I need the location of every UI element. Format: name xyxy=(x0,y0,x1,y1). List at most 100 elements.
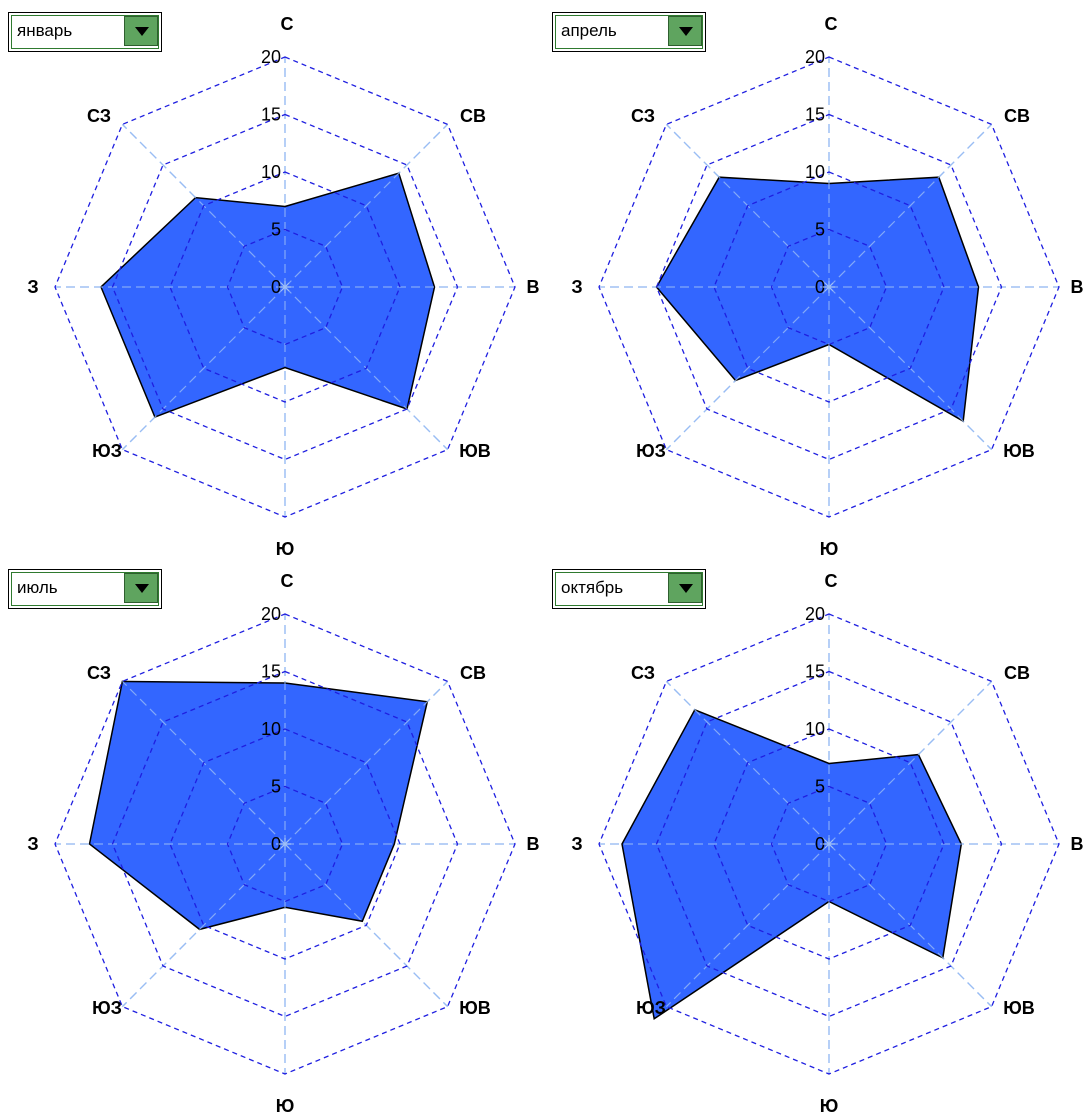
direction-label-se: ЮВ xyxy=(1003,441,1035,461)
direction-label-e: В xyxy=(527,277,540,297)
direction-label-w: З xyxy=(27,834,38,854)
grid-ring-5 xyxy=(226,228,344,346)
grid-ring-20 xyxy=(598,613,1060,1075)
dropdown-frame xyxy=(11,15,159,49)
dropdown-frame xyxy=(11,572,159,606)
direction-label-sw: ЮЗ xyxy=(636,441,666,461)
grid-ring-20 xyxy=(598,56,1060,518)
direction-label-e: В xyxy=(1071,834,1084,854)
tick-label-5: 5 xyxy=(271,220,281,240)
data-area xyxy=(88,680,429,931)
direction-label-ne: СВ xyxy=(1004,106,1030,126)
direction-label-sw: ЮЗ xyxy=(92,998,122,1018)
data-area xyxy=(100,172,436,419)
radar-panel-october: октябрь 0 5 10 15 20 С СВ В ЮВ Ю ЮЗ З СЗ xyxy=(544,557,1088,1114)
tick-label-15: 15 xyxy=(805,105,825,125)
direction-label-s: Ю xyxy=(276,539,295,557)
radar-panel-april: апрель 0 5 10 15 20 С СВ В ЮВ Ю ЮЗ З СЗ xyxy=(544,0,1088,557)
grid-ring-10 xyxy=(169,728,401,960)
direction-label-nw: СЗ xyxy=(631,106,655,126)
month-dropdown[interactable]: октябрь xyxy=(552,569,706,609)
direction-label-n: С xyxy=(825,571,838,591)
spoke-overlay-sw xyxy=(121,286,286,451)
direction-label-ne: СВ xyxy=(1004,663,1030,683)
tick-label-20: 20 xyxy=(805,47,825,67)
spoke-overlay-ne xyxy=(284,680,449,845)
month-dropdown-value: январь xyxy=(17,21,73,40)
tick-label-5: 5 xyxy=(271,777,281,797)
grid-ring-20 xyxy=(54,56,516,518)
chevron-down-icon[interactable] xyxy=(124,573,158,603)
spoke-overlay-sw xyxy=(121,843,286,1008)
direction-label-sw: ЮЗ xyxy=(92,441,122,461)
direction-label-se: ЮВ xyxy=(1003,998,1035,1018)
spoke-overlay-sw xyxy=(665,843,830,1008)
direction-label-n: С xyxy=(281,14,294,34)
direction-label-w: З xyxy=(571,277,582,297)
tick-label-10: 10 xyxy=(805,162,825,182)
tick-label-15: 15 xyxy=(805,662,825,682)
direction-label-nw: СЗ xyxy=(631,663,655,683)
tick-label-20: 20 xyxy=(805,604,825,624)
direction-label-nw: СЗ xyxy=(87,106,111,126)
spoke-overlay-ne xyxy=(828,680,993,845)
direction-label-s: Ю xyxy=(820,1096,839,1114)
tick-label-5: 5 xyxy=(815,777,825,797)
tick-label-0: 0 xyxy=(271,277,281,297)
direction-label-se: ЮВ xyxy=(459,998,491,1018)
tick-label-15: 15 xyxy=(261,662,281,682)
tick-label-20: 20 xyxy=(261,47,281,67)
direction-label-n: С xyxy=(825,14,838,34)
direction-label-e: В xyxy=(1071,277,1084,297)
dropdown-frame xyxy=(555,572,703,606)
grid-ring-10 xyxy=(713,171,945,403)
tick-label-10: 10 xyxy=(261,162,281,182)
radar-panel-july: июль 0 5 10 15 20 С СВ В ЮВ Ю ЮЗ З СЗ xyxy=(0,557,544,1114)
month-dropdown-value: октябрь xyxy=(561,578,624,597)
tick-label-0: 0 xyxy=(815,834,825,854)
tick-label-20: 20 xyxy=(261,604,281,624)
grid-ring-20 xyxy=(54,613,516,1075)
center-marker xyxy=(823,838,835,850)
radar-chart: 0 5 10 15 20С СВ В ЮВ Ю ЮЗ З СЗ xyxy=(27,571,540,1114)
direction-label-w: З xyxy=(27,277,38,297)
tick-label-15: 15 xyxy=(261,105,281,125)
radar-chart: 0 5 10 15 20С СВ В ЮВ Ю ЮЗ З СЗ xyxy=(571,14,1084,557)
direction-label-w: З xyxy=(571,834,582,854)
month-dropdown[interactable]: январь xyxy=(8,12,162,52)
grid-ring-5 xyxy=(226,785,344,903)
tick-label-0: 0 xyxy=(815,277,825,297)
grid-ring-5 xyxy=(770,785,888,903)
direction-label-e: В xyxy=(527,834,540,854)
chevron-down-icon[interactable] xyxy=(124,16,158,46)
dropdown-frame xyxy=(555,15,703,49)
direction-label-s: Ю xyxy=(276,1096,295,1114)
direction-label-ne: СВ xyxy=(460,663,486,683)
radar-chart: 0 5 10 15 20С СВ В ЮВ Ю ЮЗ З СЗ xyxy=(571,571,1084,1114)
center-marker xyxy=(279,281,291,293)
tick-label-5: 5 xyxy=(815,220,825,240)
month-dropdown[interactable]: апрель xyxy=(552,12,706,52)
chevron-down-icon[interactable] xyxy=(668,16,702,46)
spoke-overlay-ne xyxy=(828,123,993,288)
direction-label-nw: СЗ xyxy=(87,663,111,683)
radar-chart: 0 5 10 15 20С СВ В ЮВ Ю ЮЗ З СЗ xyxy=(27,14,540,557)
month-dropdown-value: апрель xyxy=(561,21,617,40)
direction-label-sw: ЮЗ xyxy=(636,998,666,1018)
grid-ring-10 xyxy=(713,728,945,960)
tick-label-10: 10 xyxy=(261,719,281,739)
center-marker xyxy=(823,281,835,293)
data-area xyxy=(621,708,963,1021)
spoke-overlay-ne xyxy=(284,123,449,288)
month-dropdown[interactable]: июль xyxy=(8,569,162,609)
chevron-down-icon[interactable] xyxy=(668,573,702,603)
tick-label-0: 0 xyxy=(271,834,281,854)
spoke-overlay-sw xyxy=(665,286,830,451)
direction-label-se: ЮВ xyxy=(459,441,491,461)
grid-ring-10 xyxy=(169,171,401,403)
grid-ring-5 xyxy=(770,228,888,346)
month-dropdown-value: июль xyxy=(17,578,58,597)
direction-label-s: Ю xyxy=(820,539,839,557)
radar-panel-january: январь 0 5 10 15 20 С СВ В ЮВ Ю ЮЗ З СЗ xyxy=(0,0,544,557)
center-marker xyxy=(279,838,291,850)
